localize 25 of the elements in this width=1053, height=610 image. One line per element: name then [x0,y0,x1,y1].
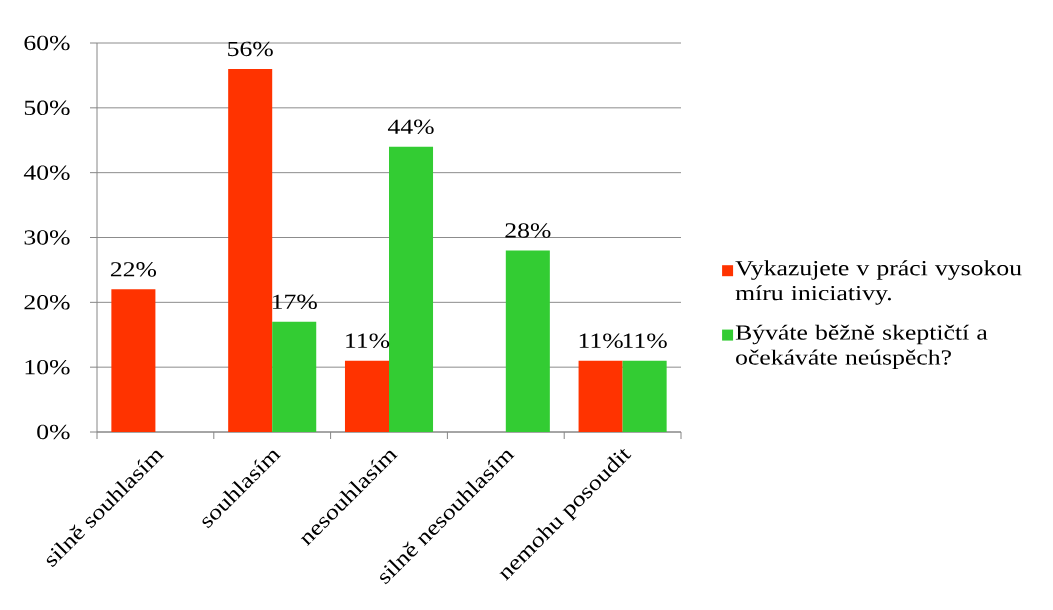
y-tick-label: 60% [24,35,70,51]
data-label: 11% [579,333,623,348]
bar [344,360,389,432]
y-tick-label: 40% [23,165,70,180]
bar [389,146,434,432]
legend-label: Býváte běžně skeptičtí a očekáváte neúspěch? [735,324,988,370]
data-label: 17% [272,294,317,310]
y-tick-label: 0% [37,424,70,440]
bar [578,360,623,432]
bar [505,250,550,432]
data-label: 11% [623,333,667,348]
y-tick-label: 50% [24,100,70,116]
data-label: 22% [110,262,157,277]
y-tick-label: 30% [24,230,70,245]
bar [622,360,667,432]
bar [228,68,273,432]
y-tick-label: 10% [25,359,70,375]
legend-label: Vykazujete v práci vysokou míru iniciativy. [735,260,1022,305]
bar [272,321,317,432]
data-label: 28% [505,223,551,238]
bar [111,289,156,432]
y-tick-label: 20% [24,295,70,310]
data-label: 44% [387,119,434,135]
data-label: 56% [228,41,273,57]
data-label: 11% [346,333,390,348]
